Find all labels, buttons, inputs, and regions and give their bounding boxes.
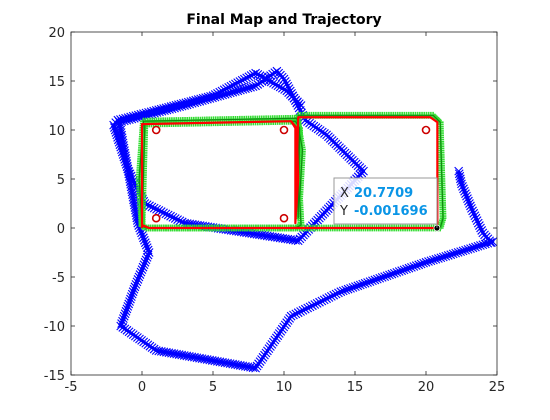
y-tick-label: 10 (48, 124, 65, 139)
y-tick-label: 20 (48, 26, 65, 41)
x-tick-label: 5 (209, 380, 217, 395)
data-tip-x-value: 20.7709 (354, 186, 413, 201)
y-tick-label: -5 (52, 271, 65, 286)
y-tick-label: 15 (48, 75, 65, 90)
x-tick-label: 20 (418, 380, 435, 395)
y-tick-label: 0 (57, 222, 65, 237)
y-tick-label: -10 (44, 320, 65, 335)
x-tick-label: 25 (489, 380, 506, 395)
x-tick-label: 10 (276, 380, 293, 395)
data-tip-y-key: Y (339, 204, 348, 219)
x-tick-label: -5 (65, 380, 78, 395)
chart-title: Final Map and Trajectory (186, 12, 381, 28)
y-tick-label: 5 (57, 173, 65, 188)
x-tick-label: 0 (138, 380, 146, 395)
y-tick-label: -15 (44, 369, 65, 384)
data-tip-x-key: X (340, 186, 349, 201)
data-tip[interactable]: X 20.7709 Y -0.001696 (334, 178, 440, 231)
data-tip-y-value: -0.001696 (354, 204, 428, 219)
x-tick-label: 15 (347, 380, 364, 395)
